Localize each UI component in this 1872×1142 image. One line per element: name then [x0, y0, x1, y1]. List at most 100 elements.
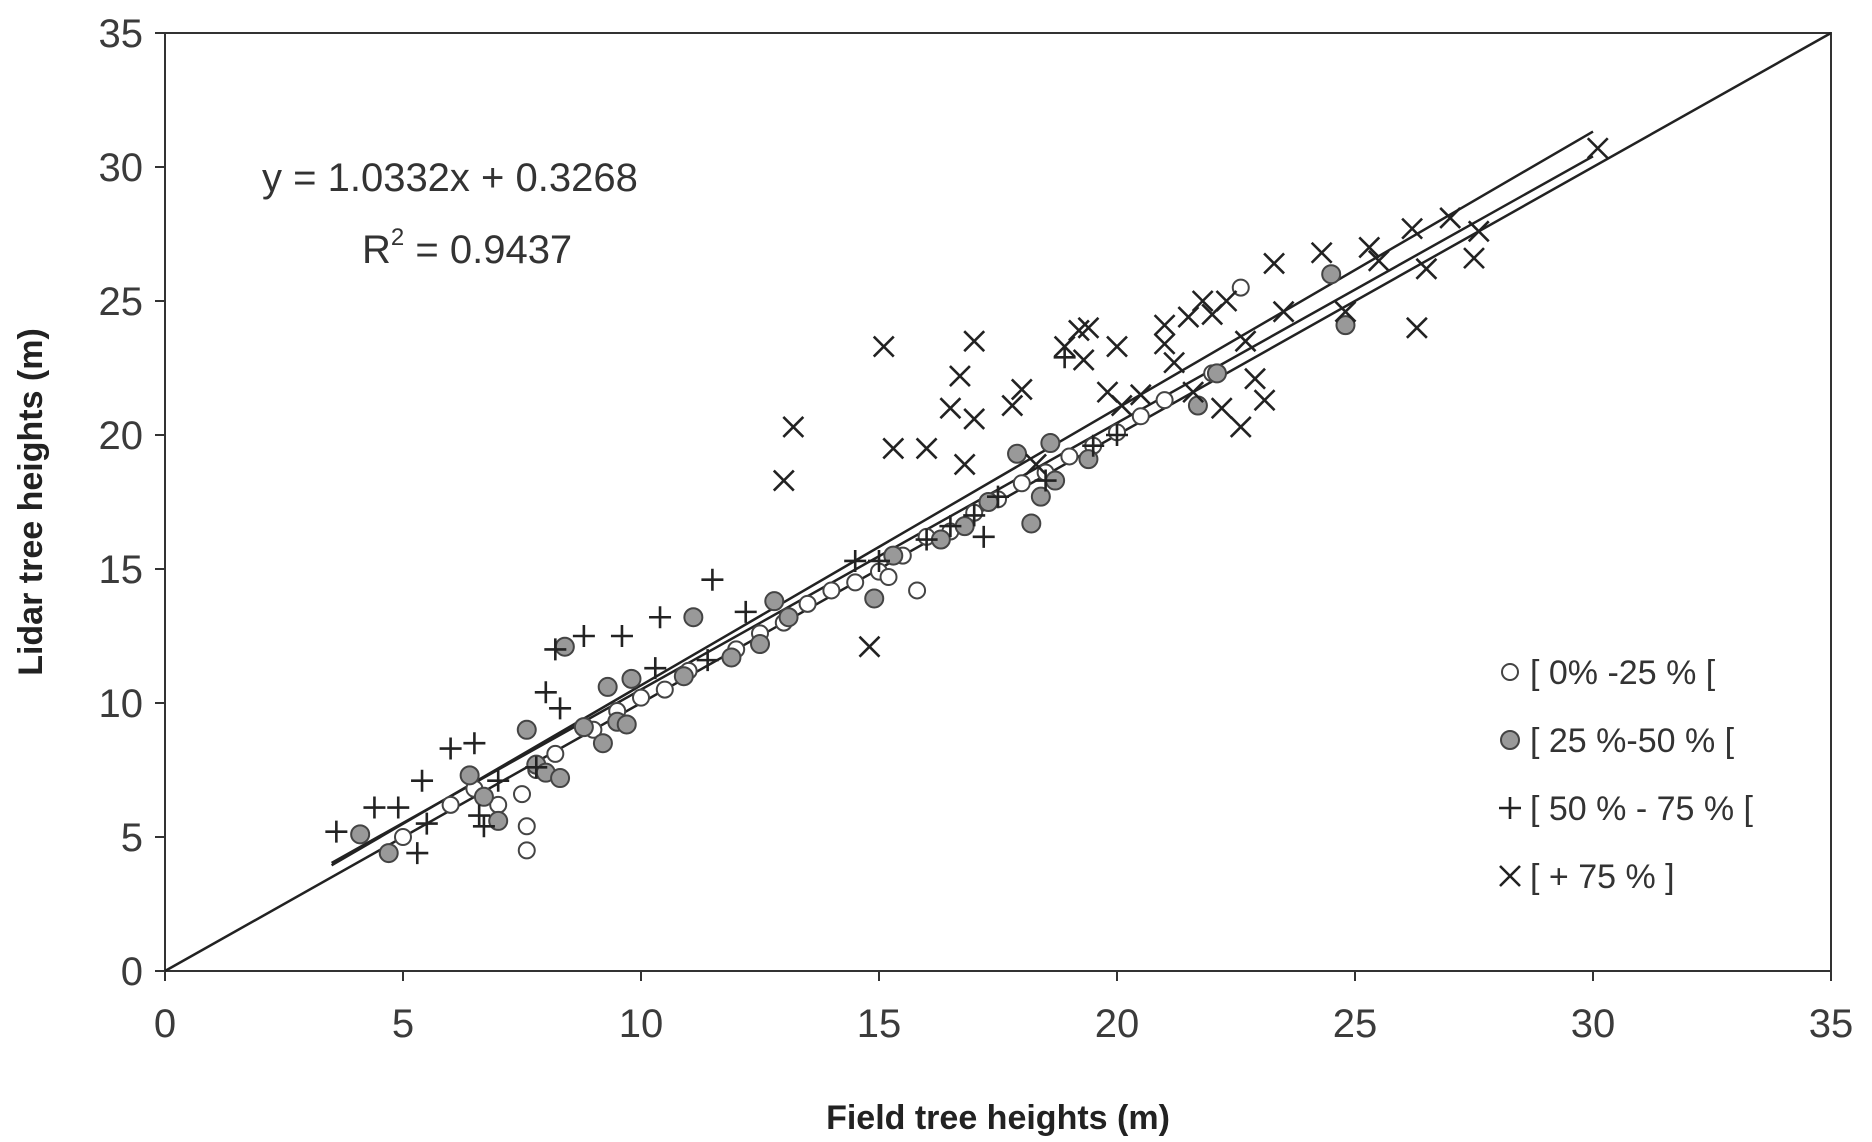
x-tick-label: 15 — [857, 1002, 902, 1046]
series-3-points — [325, 346, 1128, 865]
cross-point — [1129, 383, 1152, 406]
y-tick-label: 5 — [121, 816, 143, 860]
cross-point — [1215, 290, 1238, 312]
open-circle-point — [517, 841, 536, 860]
open-circle-point — [798, 594, 817, 613]
y-tick-label: 20 — [99, 414, 144, 458]
cross-point — [772, 469, 795, 492]
legend-cross-marker — [1499, 865, 1521, 887]
y-tick-label: 35 — [99, 12, 144, 56]
x-tick-label: 5 — [392, 1002, 414, 1046]
cross-point — [1153, 314, 1176, 337]
x-axis-title: Field tree heights (m) — [826, 1099, 1170, 1137]
open-circle-point — [394, 828, 412, 846]
cross-point — [1163, 351, 1186, 374]
cross-point — [1253, 389, 1276, 412]
filled-circle-point — [473, 786, 494, 807]
y-tick-label: 10 — [99, 682, 144, 726]
filled-circle-point — [592, 733, 613, 754]
filled-circle-point — [1030, 486, 1051, 507]
plus-point — [939, 515, 962, 538]
x-tick-label: 20 — [1095, 1002, 1140, 1046]
filled-circle-point — [1206, 363, 1227, 384]
cross-point — [872, 335, 895, 358]
cross-point — [1263, 252, 1285, 275]
plus-point — [544, 638, 567, 661]
x-tick-label: 0 — [154, 1002, 176, 1046]
open-circle-point — [546, 744, 565, 763]
filled-circle-point — [1040, 433, 1061, 454]
plus-point — [415, 812, 438, 835]
filled-circle-point — [1335, 315, 1356, 336]
filled-circle-point — [1007, 443, 1028, 464]
plus-point — [701, 568, 724, 591]
plus-point — [525, 756, 548, 779]
cross-point — [1077, 316, 1100, 339]
filled-circle-point — [597, 676, 618, 697]
y-tick-label: 0 — [121, 950, 143, 994]
plot-area-frame — [164, 32, 1832, 972]
y-tick-label: 15 — [99, 548, 144, 592]
cross-point — [1001, 394, 1024, 417]
filled-circle-point — [864, 588, 885, 609]
legend: [ 0% -25 % [[ 25 %-50 % [[ 50 % - 75 % [… — [1499, 654, 1754, 896]
cross-point — [1467, 220, 1490, 243]
plus-point — [610, 625, 633, 647]
filled-circle-point — [616, 714, 637, 735]
x-tick-label: 25 — [1333, 1002, 1378, 1046]
filled-circle-point — [721, 647, 742, 668]
cross-point — [782, 416, 805, 438]
open-circle-point — [513, 785, 531, 804]
filled-circle-point — [673, 666, 694, 687]
open-circle-point — [632, 688, 650, 707]
cross-point — [1234, 330, 1257, 353]
cross-point — [1586, 137, 1609, 160]
cross-point — [939, 397, 962, 420]
cross-point — [949, 365, 971, 387]
x-tick-label: 30 — [1571, 1002, 1616, 1046]
plus-point — [734, 600, 757, 623]
plus-point — [572, 625, 595, 647]
plus-point — [1082, 434, 1105, 457]
open-circle-point — [879, 568, 898, 587]
plus-point — [387, 796, 410, 819]
plus-point — [534, 681, 557, 704]
plus-point — [439, 737, 462, 760]
plus-point — [363, 796, 386, 819]
open-circle-point — [1131, 407, 1150, 426]
legend-item-4: [ + 75 % ] — [1499, 858, 1675, 896]
plus-point — [963, 504, 986, 527]
plus-point — [868, 549, 890, 572]
filled-circle-point — [1078, 449, 1099, 470]
plus-point — [411, 769, 434, 792]
r-squared-label: R2 = 0.9437 — [362, 224, 572, 272]
open-circle-point — [1012, 474, 1031, 493]
plus-point — [472, 815, 495, 838]
cross-point — [1072, 349, 1095, 371]
filled-circle-point — [1021, 513, 1042, 534]
legend-label: [ 50 % - 75 % [ — [1530, 790, 1754, 828]
plus-point — [844, 549, 867, 572]
filled-circle-point — [573, 717, 594, 738]
legend-label: [ + 75 % ] — [1530, 858, 1675, 896]
cross-point — [1367, 249, 1390, 272]
filled-circle-point — [778, 607, 799, 628]
filled-circle-point — [750, 634, 770, 655]
plus-point — [468, 804, 491, 827]
r-squared-value: = 0.9437 — [404, 228, 572, 272]
cross-point — [953, 453, 976, 476]
cross-point — [858, 635, 881, 658]
cross-point — [1106, 335, 1128, 358]
cross-point — [1334, 300, 1357, 323]
filled-circle-point — [1187, 395, 1208, 416]
cross-point — [1210, 397, 1233, 420]
cross-point — [1191, 290, 1214, 312]
y-tick-label: 25 — [99, 280, 144, 324]
open-circle-point — [441, 795, 460, 814]
plus-point — [972, 525, 995, 548]
r-squared-prefix: R — [362, 228, 391, 272]
y-axis-title: Lidar tree heights (m) — [12, 328, 50, 676]
legend-label: [ 25 %-50 % [ — [1530, 722, 1735, 760]
filled-circle-point — [350, 824, 371, 845]
